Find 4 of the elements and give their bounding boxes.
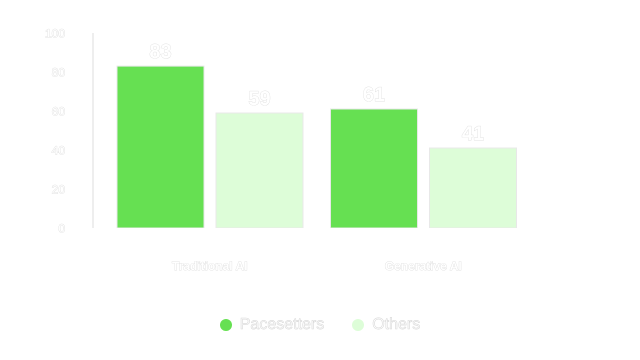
bar [429,148,517,228]
bar [116,66,204,228]
bar [216,112,304,228]
bar [330,108,418,228]
